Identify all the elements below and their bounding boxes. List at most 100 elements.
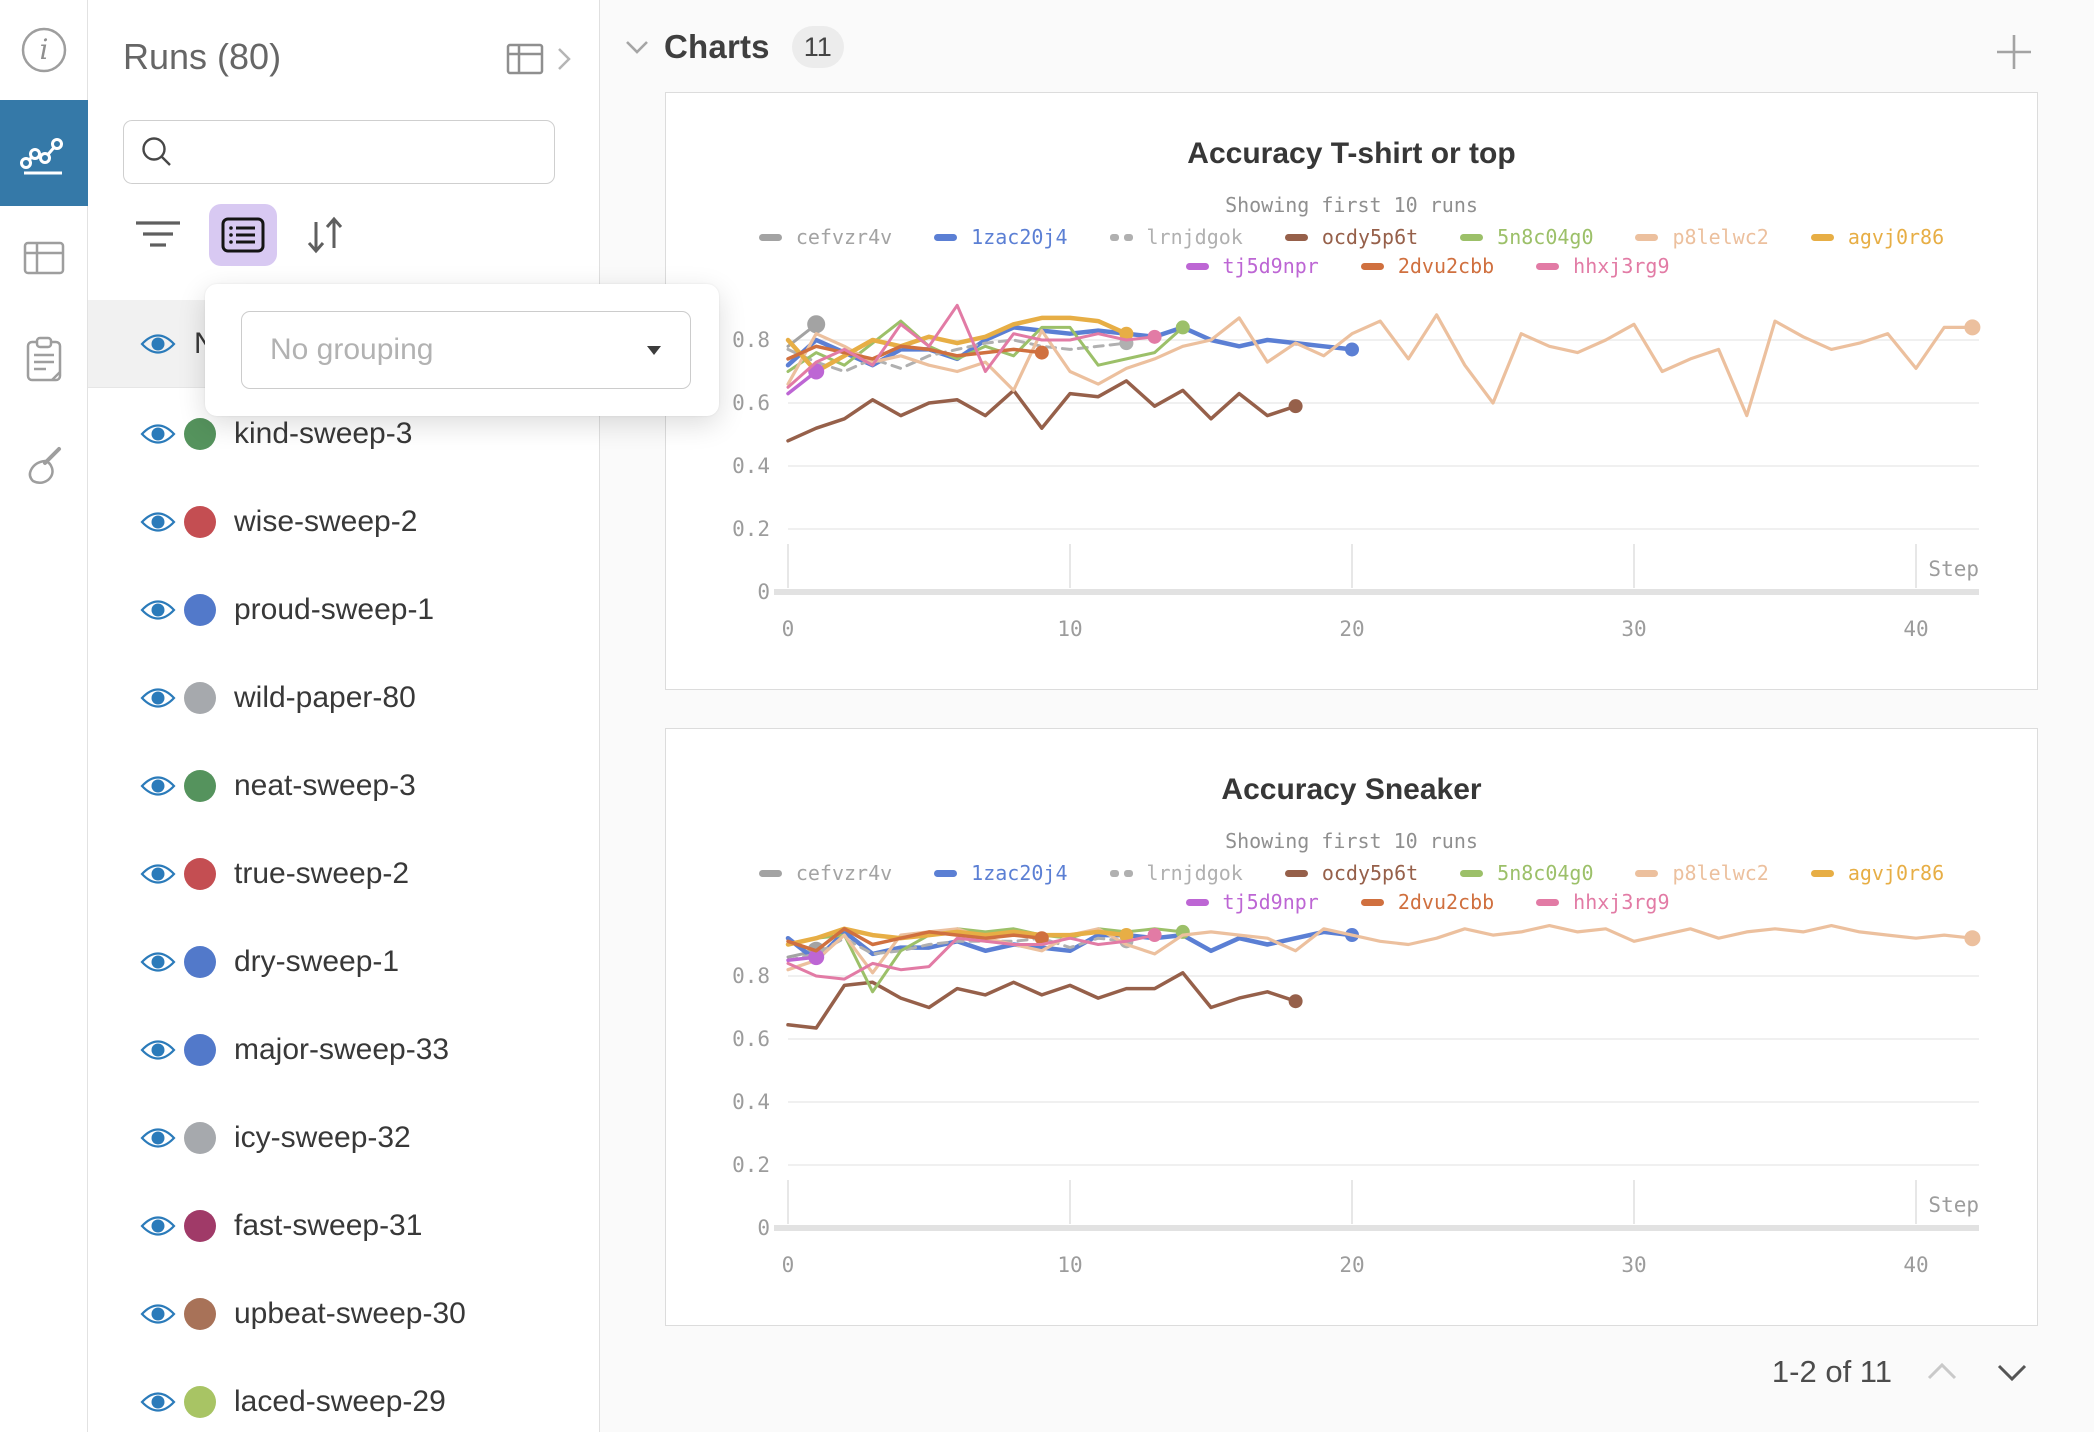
chart-legend-row-1: cefvzr4v 1zac20j4 lrnjdgok ocdy5p6t 5n8c04g0… xyxy=(666,861,2037,885)
eye-icon xyxy=(140,1304,176,1324)
run-row[interactable]: wise-sweep-2 xyxy=(88,478,600,566)
run-color-dot xyxy=(184,682,216,714)
run-row[interactable]: fast-sweep-31 xyxy=(88,1182,600,1270)
search-input[interactable] xyxy=(188,136,548,168)
run-row[interactable]: true-sweep-2 xyxy=(88,830,600,918)
visibility-toggle[interactable] xyxy=(140,685,176,711)
eye-icon xyxy=(140,512,176,532)
visibility-toggle[interactable] xyxy=(140,1213,176,1239)
visibility-toggle[interactable] xyxy=(140,421,176,447)
chevron-down-icon[interactable] xyxy=(624,39,650,55)
list-icon xyxy=(221,217,265,253)
eye-icon xyxy=(140,1216,176,1236)
open-runs-table-button[interactable] xyxy=(506,42,572,76)
run-row[interactable]: major-sweep-33 xyxy=(88,1006,600,1094)
svg-text:40: 40 xyxy=(1903,617,1928,641)
run-list: kind-sweep-3 wise-sweep-2 proud-sweep-1 xyxy=(88,390,600,1446)
pagination-label: 1-2 of 11 xyxy=(1771,1354,1892,1389)
legend-entry: ocdy5p6t xyxy=(1284,861,1418,885)
caret-down-icon xyxy=(647,346,661,355)
legend-dash-marker xyxy=(1460,869,1484,877)
legend-entry: p8lelwc2 xyxy=(1635,861,1769,885)
run-row[interactable]: dry-sweep-1 xyxy=(88,918,600,1006)
sort-arrows-icon xyxy=(307,216,343,254)
pagination-prev-button[interactable] xyxy=(1922,1352,1962,1392)
run-row[interactable]: wild-paper-80 xyxy=(88,654,600,742)
visibility-toggle[interactable] xyxy=(140,597,176,623)
eye-icon xyxy=(140,864,176,884)
legend-run-id: agvj0r86 xyxy=(1847,225,1945,249)
run-row[interactable]: kind-sweep-3 xyxy=(88,390,600,478)
grouping-select[interactable]: No grouping xyxy=(241,311,691,389)
group-list-button[interactable] xyxy=(209,204,277,266)
svg-text:0: 0 xyxy=(757,1216,770,1240)
run-color-dot xyxy=(184,1034,216,1066)
nav-item-info[interactable]: i xyxy=(0,6,88,94)
legend-dash-marker xyxy=(1360,262,1384,270)
broom-icon xyxy=(28,447,61,484)
run-name: dry-sweep-1 xyxy=(234,945,400,978)
nav-item-table[interactable] xyxy=(0,214,88,302)
legend-dash-marker xyxy=(1810,869,1834,877)
visibility-toggle[interactable] xyxy=(140,1301,176,1327)
run-color-dot xyxy=(184,506,216,538)
visibility-toggle[interactable] xyxy=(140,509,176,535)
visibility-toggle[interactable] xyxy=(140,949,176,975)
visibility-toggle[interactable] xyxy=(140,1125,176,1151)
svg-text:0: 0 xyxy=(782,617,795,641)
run-row[interactable]: upbeat-sweep-30 xyxy=(88,1270,600,1358)
legend-dash-marker xyxy=(1185,898,1209,906)
run-color-dot xyxy=(184,858,216,890)
run-row[interactable]: icy-sweep-32 xyxy=(88,1094,600,1182)
svg-text:30: 30 xyxy=(1621,1253,1646,1277)
legend-entry: 5n8c04g0 xyxy=(1460,861,1593,885)
legend-run-id: 5n8c04g0 xyxy=(1497,861,1594,885)
run-color-dot xyxy=(184,1210,216,1242)
svg-text:0: 0 xyxy=(782,1253,795,1277)
legend-run-id: p8lelwc2 xyxy=(1672,861,1769,885)
svg-text:0: 0 xyxy=(757,580,770,604)
legend-dash-marker xyxy=(1109,869,1133,877)
nav-item-notes[interactable] xyxy=(0,316,88,404)
legend-run-id: tj5d9npr xyxy=(1222,254,1319,278)
chart-count-badge: 11 xyxy=(791,26,844,68)
visibility-toggle[interactable] xyxy=(140,773,176,799)
filter-button[interactable] xyxy=(123,203,193,267)
charts-section: Charts 11 Accuracy T-shirt or top Showin… xyxy=(600,0,2094,1432)
line-chart-plot[interactable]: 0 0.2 0.4 0.6 0.8 0 10 20 30 40 Step xyxy=(666,915,2037,1315)
legend-dash-marker xyxy=(1635,869,1659,877)
legend-dash-marker xyxy=(758,233,782,241)
legend-run-id: lrnjdgok xyxy=(1146,225,1243,249)
legend-run-id: 1zac20j4 xyxy=(971,861,1068,885)
nav-item-charts[interactable] xyxy=(0,100,88,206)
svg-text:10: 10 xyxy=(1057,1253,1082,1277)
chevron-right-icon xyxy=(558,48,571,70)
visibility-toggle[interactable] xyxy=(140,861,176,887)
add-panel-button[interactable] xyxy=(1992,30,2036,74)
sort-button[interactable] xyxy=(291,203,361,267)
chart-title: Accuracy Sneaker xyxy=(1221,773,1482,806)
run-row[interactable]: neat-sweep-3 xyxy=(88,742,600,830)
nav-item-cleanup[interactable] xyxy=(0,422,88,510)
run-row[interactable]: laced-sweep-29 xyxy=(88,1358,600,1446)
legend-run-id: ocdy5p6t xyxy=(1321,225,1419,249)
run-name: wise-sweep-2 xyxy=(234,505,418,538)
grouping-selected-value: No grouping xyxy=(270,333,434,366)
legend-entry: 1zac20j4 xyxy=(934,861,1068,885)
legend-dash-marker xyxy=(1536,262,1560,270)
run-name: laced-sweep-29 xyxy=(234,1385,446,1418)
svg-text:10: 10 xyxy=(1057,617,1082,641)
svg-text:40: 40 xyxy=(1903,1253,1928,1277)
run-row[interactable]: proud-sweep-1 xyxy=(88,566,600,654)
legend-dash-marker xyxy=(1185,262,1209,270)
pagination-next-button[interactable] xyxy=(1992,1352,2032,1392)
visibility-toggle[interactable] xyxy=(140,1389,176,1415)
visibility-toggle[interactable] xyxy=(140,1037,176,1063)
svg-text:0.8: 0.8 xyxy=(732,328,770,352)
visibility-toggle-all[interactable] xyxy=(140,331,176,357)
eye-icon xyxy=(140,688,176,708)
legend-entry: 1zac20j4 xyxy=(934,225,1068,249)
legend-entry: 2dvu2cbb xyxy=(1360,890,1494,914)
run-name: upbeat-sweep-30 xyxy=(234,1297,466,1330)
line-chart-plot[interactable]: 0 0.2 0.4 0.6 0.8 0 10 20 30 40 Step xyxy=(666,279,2037,679)
